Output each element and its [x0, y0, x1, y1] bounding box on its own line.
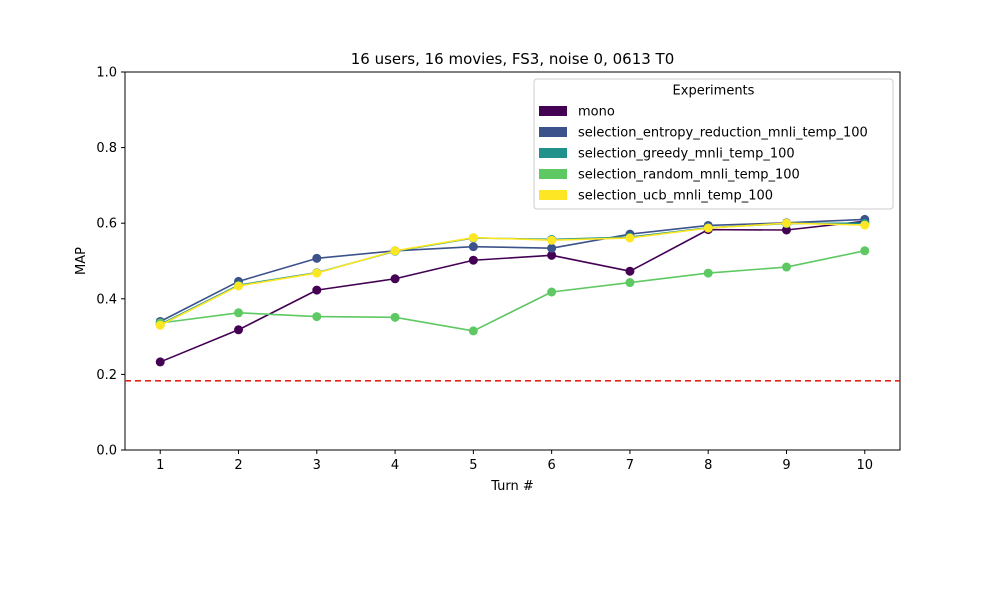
legend-label-mono: mono: [578, 105, 615, 120]
legend: Experiments mono selection_entropy_reducti…: [533, 78, 894, 210]
y-tick-label: 0.8: [96, 141, 117, 156]
x-tick-label: 10: [856, 458, 873, 473]
data-point-selection-ucb-mnli-temp-100: [468, 233, 478, 243]
legend-swatch-selection-entropy-reduction-mnli-temp-100: [539, 127, 567, 137]
legend-swatch-selection-random-mnli-temp-100: [539, 169, 567, 179]
x-tick-label: 9: [782, 458, 790, 473]
y-tick-label: 1.0: [96, 66, 117, 81]
data-point-selection-ucb-mnli-temp-100: [312, 268, 322, 278]
legend-label-selection-greedy-mnli-temp-100: selection_greedy_mnli_temp_100: [578, 147, 795, 162]
x-tick-label: 3: [313, 458, 321, 473]
x-tick-label: 7: [626, 458, 634, 473]
data-point-selection-random-mnli-temp-100: [547, 287, 557, 297]
data-point-mono: [312, 285, 322, 295]
data-point-selection-ucb-mnli-temp-100: [155, 320, 165, 330]
plot-area: 1 2 3 4 5 6 7 8 9 10 0.0 0.2 0.4 0.6 0.8 1.0: [96, 66, 901, 473]
data-layer: [125, 214, 900, 382]
legend-label-selection-random-mnli-temp-100: selection_random_mnli_temp_100: [578, 168, 800, 183]
legend-swatch-mono: [539, 106, 567, 116]
data-point-selection-ucb-mnli-temp-100: [625, 233, 635, 243]
data-point-mono: [468, 255, 478, 265]
x-tick-label: 8: [704, 458, 712, 473]
data-point-selection-random-mnli-temp-100: [703, 268, 713, 278]
data-point-mono: [390, 274, 400, 284]
x-axis-label: Turn #: [490, 479, 534, 494]
x-tick-label: 2: [234, 458, 242, 473]
data-point-selection-ucb-mnli-temp-100: [781, 218, 791, 228]
data-point-selection-ucb-mnli-temp-100: [860, 220, 870, 230]
series-line-selection-entropy-reduction-mnli-temp-100: [159, 218, 865, 323]
x-tick-label: 4: [391, 458, 399, 473]
x-tick-label: 5: [469, 458, 477, 473]
data-point-selection-entropy-reduction-mnli-temp-100: [547, 243, 557, 253]
data-point-selection-random-mnli-temp-100: [860, 246, 870, 256]
y-tick-label: 0.4: [96, 292, 117, 307]
data-point-selection-random-mnli-temp-100: [312, 312, 322, 322]
data-point-selection-ucb-mnli-temp-100: [390, 246, 400, 256]
data-point-mono: [781, 225, 791, 235]
data-point-mono: [234, 325, 244, 335]
data-point-mono: [547, 250, 557, 260]
data-point-selection-random-mnli-temp-100: [390, 312, 400, 322]
axes-frame: [124, 71, 901, 451]
legend-swatch-selection-ucb-mnli-temp-100: [539, 190, 567, 200]
legend-title: Experiments: [673, 84, 755, 99]
legend-label-selection-ucb-mnli-temp-100: selection_ucb_mnli_temp_100: [578, 189, 773, 204]
data-point-selection-ucb-mnli-temp-100: [547, 235, 557, 245]
x-tick-label: 1: [156, 458, 164, 473]
legend-swatch-selection-greedy-mnli-temp-100: [539, 148, 567, 158]
data-point-selection-ucb-mnli-temp-100: [234, 281, 244, 291]
data-point-mono: [625, 266, 635, 276]
legend-box: [533, 78, 894, 210]
data-point-selection-ucb-mnli-temp-100: [703, 223, 713, 233]
data-point-selection-random-mnli-temp-100: [781, 262, 791, 272]
chart-title: 16 users, 16 movies, FS3, noise 0, 0613 …: [351, 50, 675, 68]
y-tick-label: 0.6: [96, 217, 117, 232]
y-tick-label: 0.2: [96, 368, 117, 383]
data-point-selection-entropy-reduction-mnli-temp-100: [468, 242, 478, 252]
data-point-selection-random-mnli-temp-100: [625, 278, 635, 288]
y-tick-label: 0.0: [96, 444, 117, 459]
data-point-selection-random-mnli-temp-100: [468, 326, 478, 336]
series-line-selection-ucb-mnli-temp-100: [159, 222, 865, 326]
y-axis-label: MAP: [74, 247, 89, 275]
x-tick-label: 6: [548, 458, 556, 473]
legend-label-selection-entropy-reduction-mnli-temp-100: selection_entropy_reduction_mnli_temp_10…: [578, 126, 868, 141]
data-point-selection-entropy-reduction-mnli-temp-100: [312, 253, 322, 263]
data-point-mono: [155, 357, 165, 367]
series-line-selection-random-mnli-temp-100: [160, 250, 865, 332]
data-point-selection-random-mnli-temp-100: [234, 308, 244, 318]
series-line-mono: [159, 220, 865, 363]
